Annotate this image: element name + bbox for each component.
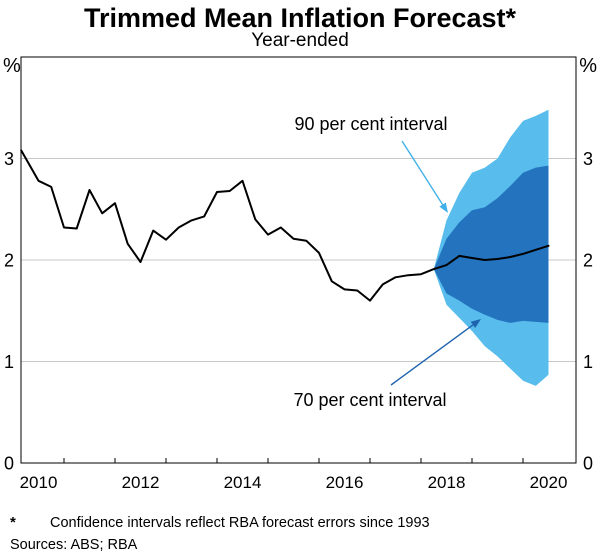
page-subtitle: Year-ended [251,30,349,51]
svg-text:2: 2 [583,251,593,271]
label-70-interval: 70 per cent interval [293,390,446,410]
percent-label-left: % [3,55,21,77]
inflation-line [20,149,550,302]
svg-text:2014: 2014 [224,473,262,492]
svg-text:0: 0 [4,454,14,474]
svg-text:2018: 2018 [428,473,466,492]
arrow-90-interval [401,140,448,213]
svg-text:3: 3 [583,149,593,169]
svg-text:2012: 2012 [122,473,160,492]
svg-text:2016: 2016 [326,473,364,492]
svg-text:2: 2 [4,251,14,271]
plot-frame [20,56,577,464]
band-70 [433,165,549,323]
svg-text:0: 0 [583,454,593,474]
svg-text:1: 1 [583,352,593,372]
x-axis-labels: 2010 2012 2014 2016 2018 2020 [20,473,568,492]
svg-text:3: 3 [4,149,14,169]
percent-label-right: % [579,55,597,77]
svg-text:2010: 2010 [20,473,58,492]
page-title: Trimmed Mean Inflation Forecast* [84,3,517,33]
y-axis-labels-right: 0 1 2 3 [583,149,593,474]
y-axis-labels-left: 0 1 2 3 [4,149,14,474]
arrow-70-interval [390,319,481,386]
label-90-interval: 90 per cent interval [294,114,447,134]
x-axis-ticks [63,458,524,463]
sources-text: Sources: ABS; RBA [10,537,138,553]
footnote-text: Confidence intervals reflect RBA forecas… [50,515,430,531]
svg-text:1: 1 [4,352,14,372]
svg-text:2020: 2020 [530,473,568,492]
footnote-marker: * [10,514,16,531]
